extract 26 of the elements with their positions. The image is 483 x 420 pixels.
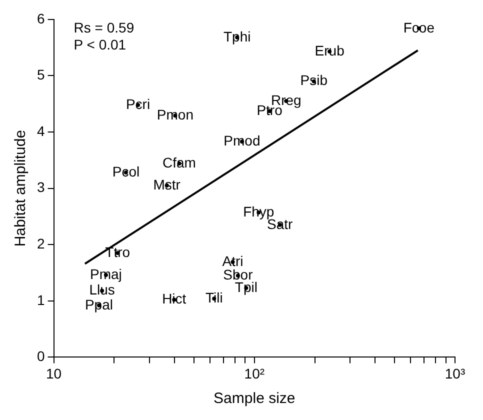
x-axis-title: Sample size (214, 390, 296, 408)
series-label: Psib (300, 72, 328, 88)
series-label: Fcoe (403, 19, 435, 36)
y-tick-label: 4 (36, 122, 45, 139)
series-label: Ppal (84, 296, 113, 312)
x-tick-label: 10² (244, 365, 265, 382)
series-label: Pcol (112, 163, 140, 180)
annotation: Rs = 0.59 (74, 19, 134, 36)
annotation: P < 0.01 (74, 36, 126, 52)
y-tick-label: 0 (36, 348, 45, 364)
series-label: Tphi (223, 28, 251, 44)
x-tick-label: 10³ (444, 365, 466, 382)
y-tick-label: 2 (36, 235, 45, 252)
series-label: Pmaj (90, 266, 122, 282)
y-tick-label: 1 (36, 292, 45, 308)
series-label: Pcri (126, 96, 150, 112)
y-tick-label: 6 (36, 10, 45, 26)
series-label: Pmod (224, 132, 260, 148)
series-label: Erub (314, 42, 345, 58)
y-axis-title: Habitat amplitude (12, 130, 30, 247)
x-tick-label: 10 (46, 365, 62, 382)
series-label: Cfam (162, 154, 196, 170)
series-label: Pmon (156, 106, 194, 123)
series-label: Mstr (153, 176, 181, 192)
y-tick-label: 3 (36, 179, 45, 196)
y-tick-label: 5 (36, 66, 45, 83)
